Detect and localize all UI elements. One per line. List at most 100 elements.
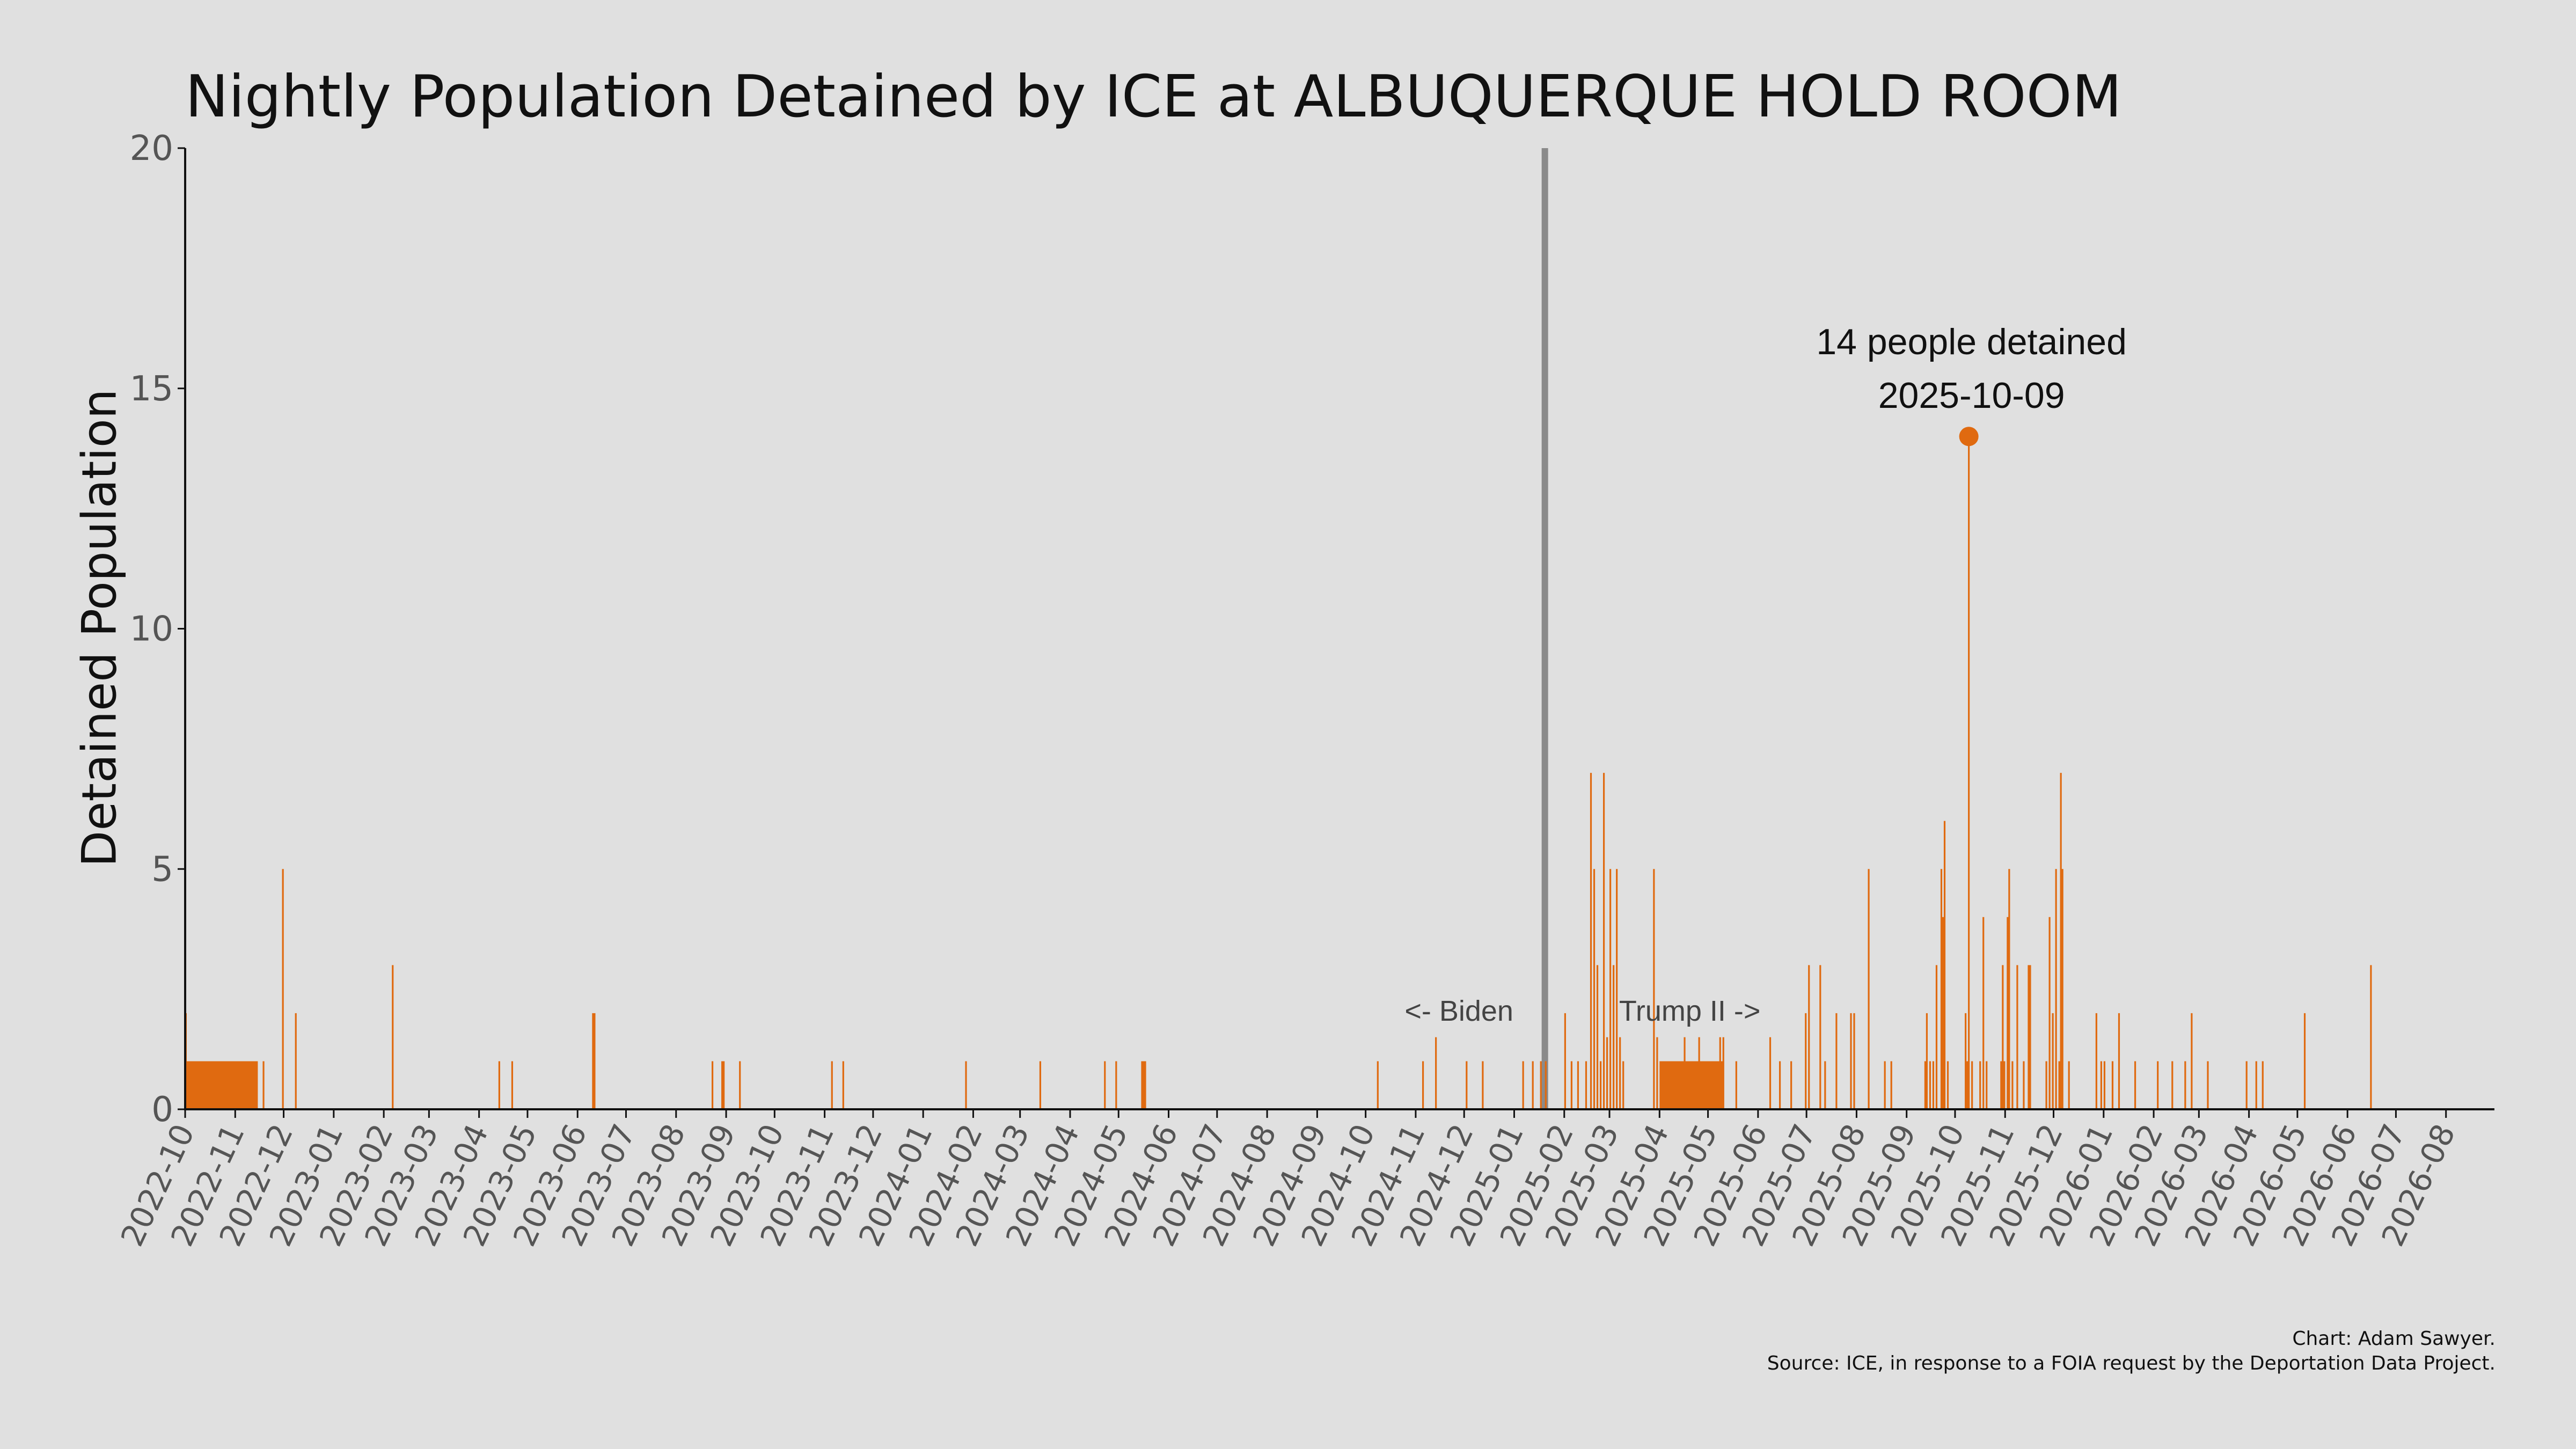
chart-title: Nightly Population Detained by ICE at AL… [185,63,2122,130]
bar-2026-01-10 [2118,1013,2120,1109]
bar-2023-04-13 [498,1061,500,1109]
peak-marker [1959,427,1979,447]
bar-2024-12-02 [1466,1061,1468,1109]
bar-2025-02-17 [1590,773,1592,1109]
bar-2025-07-12 [1824,1061,1826,1109]
bar-2025-05-10 [1722,1037,1724,1109]
bar-2025-03-01 [1609,869,1612,1109]
bar-2025-02-14 [1585,1061,1587,1109]
bar-2025-11-02 [2007,917,2009,1109]
bar-2025-11-26 [2045,1061,2047,1109]
bar-2025-11-12 [2023,1061,2025,1109]
chart-credit: Chart: Adam Sawyer. Source: ICE, in resp… [1767,1327,2496,1376]
bar-2024-11-05 [1422,1061,1424,1109]
bar-2025-12-05 [2060,773,2062,1109]
y-tick-label-20: 20 [130,129,173,169]
bar-2025-07-09 [1819,965,1821,1109]
bar-2025-02-25 [1602,773,1605,1109]
bar-2025-02-09 [1577,1061,1579,1109]
bar-2025-03-09 [1622,1061,1624,1109]
bar-2023-06-11 [594,1013,596,1109]
bar-2025-11-08 [2016,965,2018,1109]
bar-2024-04-29 [1115,1061,1117,1109]
bar-2025-07-19 [1835,1013,1838,1109]
y-tick-label-5: 5 [151,850,173,889]
bar-2026-05-05 [2303,1013,2306,1109]
bar-2025-03-05 [1616,869,1618,1109]
bar-2025-12-27 [2095,1013,2097,1109]
bar-2025-10-09 [1968,436,1970,1109]
bar-2023-06-10 [592,1013,594,1109]
bar-2022-11-30 [282,869,284,1109]
bar-2023-02-06 [392,965,394,1109]
bar-2025-06-14 [1779,1061,1781,1109]
bar-2025-11-16 [2029,965,2031,1109]
bar-2026-01-06 [2111,1061,2114,1109]
bar-2025-09-19 [1935,965,1938,1109]
bar-2025-11-30 [2052,1013,2054,1109]
bar-2026-01-01 [2103,1061,2105,1109]
peak-label-count: 14 people detained [1816,321,2127,362]
bar-2025-06-21 [1790,1061,1792,1109]
bar-2024-05-16 [1143,1061,1145,1109]
y-tick-label-15: 15 [130,369,173,409]
era-divider-line [1541,148,1548,1109]
bar-2025-12-30 [2100,1061,2102,1109]
bar-2025-09-12 [1924,1061,1926,1109]
bar-2025-10-18 [1982,917,1985,1109]
bar-span-1 [187,1061,258,1109]
annotation-group: <- Biden Trump II -> 14 people detained 202… [1404,321,2127,1027]
bar-2025-10-07 [1965,1013,1967,1109]
bar-2025-03-07 [1619,1037,1621,1109]
bar-2025-02-05 [1570,1061,1572,1109]
bar-2025-01-12 [1532,1061,1534,1109]
bar-2025-12-04 [2058,1061,2060,1109]
bar-2025-02-23 [1599,1061,1602,1109]
bar-2026-03-06 [2207,1061,2209,1109]
bar-2025-09-17 [1932,1061,1935,1109]
bar-2024-05-17 [1144,1061,1146,1109]
bar-2022-11-18 [262,1061,265,1109]
bar-2023-11-05 [831,1061,833,1109]
bar-2024-01-27 [965,1061,967,1109]
bar-2025-10-16 [1979,1061,1981,1109]
bar-2025-02-21 [1596,965,1599,1109]
bar-2024-04-22 [1104,1061,1106,1109]
era-label-trump: Trump II -> [1619,995,1761,1027]
bar-2026-02-24 [2191,1013,2193,1109]
bar-2025-03-30 [1656,1037,1658,1109]
bar-2025-10-11 [1971,1061,1973,1109]
bar-2023-08-30 [723,1061,725,1109]
bar-2025-10-29 [2000,1061,2002,1109]
bar-2025-12-06 [2061,869,2063,1109]
bar-span-2 [1659,1061,1724,1109]
bar-2024-12-12 [1482,1061,1484,1109]
bar-2025-10-31 [2003,1061,2006,1109]
bar-2025-04-16 [1684,1037,1686,1109]
bar-2025-01-20 [1545,1061,1547,1109]
bar-2022-12-08 [295,1013,297,1109]
bar-2025-10-30 [2002,965,2004,1109]
bar-2026-04-09 [2262,1061,2264,1109]
bar-2025-07-02 [1808,965,1810,1109]
bar-2025-09-13 [1926,1013,1928,1109]
bar-2023-11-12 [842,1061,844,1109]
era-label-biden: <- Biden [1404,995,1513,1027]
bar-2025-05-18 [1735,1061,1737,1109]
bar-2026-02-12 [2171,1061,2174,1109]
bar-2024-11-13 [1435,1037,1437,1109]
bar-2025-07-30 [1853,1013,1855,1109]
bar-2025-10-08 [1966,1061,1968,1109]
bar-2026-02-03 [2157,1061,2159,1109]
bar-2025-11-15 [2028,965,2030,1109]
credit-line-author: Chart: Adam Sawyer. [2292,1328,2496,1350]
bar-2025-11-03 [2008,869,2010,1109]
bar-2026-02-20 [2184,1061,2186,1109]
bar-2025-08-18 [1884,1061,1886,1109]
bar-2026-01-20 [2134,1061,2136,1109]
bar-2024-05-15 [1141,1061,1143,1109]
bar-2026-04-05 [2255,1061,2257,1109]
bar-2025-06-30 [1805,1013,1807,1109]
bar-2025-04-25 [1698,1037,1700,1109]
